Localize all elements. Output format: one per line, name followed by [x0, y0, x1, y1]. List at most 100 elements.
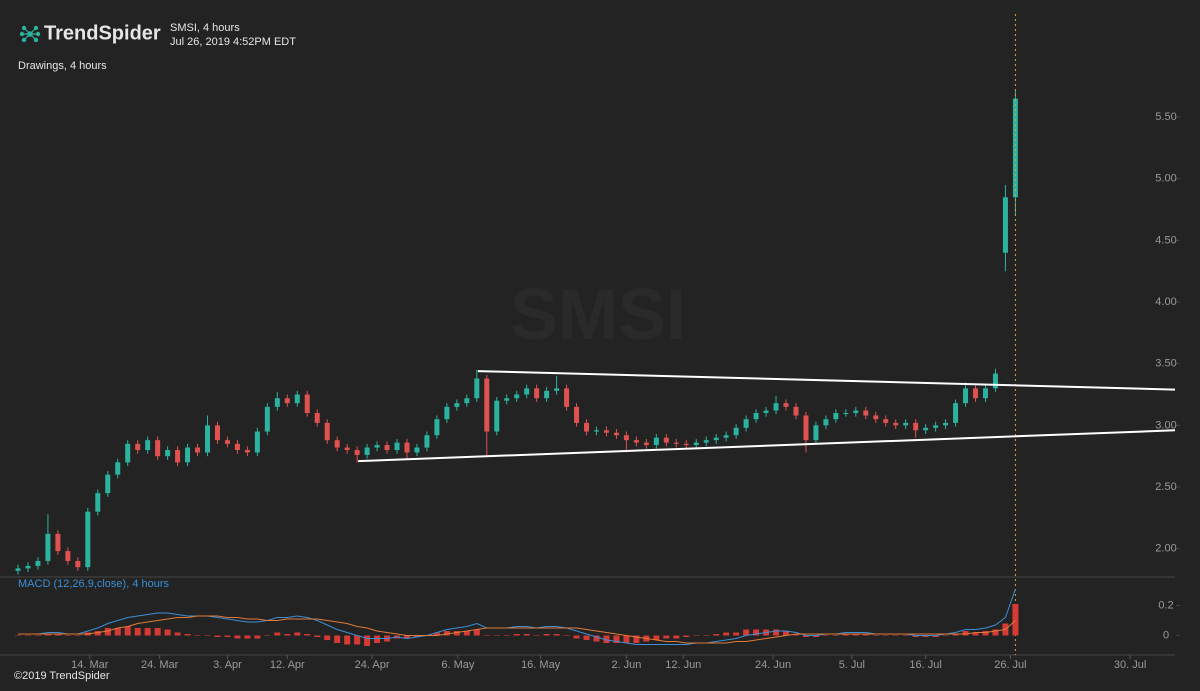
macd-histogram-bar — [623, 635, 630, 643]
macd-histogram-bar — [603, 635, 610, 643]
macd-histogram-bar — [902, 635, 909, 636]
candle-body — [524, 388, 530, 395]
candle-body — [903, 422, 909, 426]
macd-histogram-bar — [972, 632, 979, 636]
candle-body — [982, 388, 988, 399]
candle-body — [354, 450, 360, 455]
candle-body — [294, 394, 300, 404]
macd-histogram-bar — [413, 635, 420, 637]
candle-body — [673, 442, 679, 444]
chart-subtitle: Jul 26, 2019 4:52PM EDT — [170, 36, 296, 48]
candle-body — [155, 440, 161, 457]
macd-histogram-bar — [124, 626, 131, 636]
candle-body — [214, 425, 220, 441]
macd-histogram-bar — [304, 634, 311, 636]
macd-histogram-bar — [663, 635, 670, 639]
candle-body — [105, 474, 111, 494]
candle-body — [304, 394, 310, 414]
macd-histogram-bar — [174, 632, 181, 636]
macd-label: MACD (12,26,9,close), 4 hours — [18, 578, 170, 590]
candle-body — [653, 437, 659, 446]
candle-body — [1012, 98, 1018, 198]
candle-body — [65, 551, 71, 561]
y-tick-label: 5.00 — [1155, 173, 1176, 185]
x-tick-label: 12. Jun — [665, 659, 701, 671]
macd-histogram-bar — [743, 629, 750, 636]
candle-body — [933, 425, 939, 428]
candle-body — [594, 430, 599, 432]
x-tick-label: 3. Apr — [213, 659, 242, 671]
macd-histogram-bar — [773, 629, 780, 636]
macd-histogram-bar — [583, 635, 590, 640]
candle-body — [504, 398, 510, 401]
logo-icon — [19, 25, 41, 43]
x-tick-label: 16. May — [521, 659, 561, 671]
macd-histogram-bar — [274, 632, 281, 636]
trendline — [477, 370, 1176, 391]
macd-histogram-bar — [982, 631, 989, 636]
candle-body — [344, 447, 350, 451]
copyright: ©2019 TrendSpider — [14, 670, 110, 682]
macd-histogram-bar — [453, 631, 460, 636]
candle-body — [364, 447, 370, 455]
macd-histogram-bar — [822, 635, 829, 636]
macd-histogram-bar — [882, 635, 889, 636]
signal-line — [18, 615, 1016, 644]
candle-body — [1002, 197, 1008, 253]
candle-body — [893, 422, 899, 426]
macd-tick-label: 0 — [1163, 629, 1169, 641]
macd-histogram-bar — [563, 635, 570, 636]
candle-body — [394, 442, 400, 451]
macd-histogram-bar — [992, 629, 999, 636]
macd-histogram-bar — [324, 635, 331, 640]
x-tick-label: 24. Mar — [141, 659, 179, 671]
macd-histogram-bar — [334, 635, 341, 643]
macd-histogram-bar — [344, 635, 351, 645]
candle-body — [175, 450, 181, 463]
candle-body — [992, 373, 998, 389]
candle-body — [773, 403, 779, 411]
macd-histogram-bar — [832, 635, 839, 636]
candle-body — [185, 447, 191, 463]
candle-body — [85, 511, 91, 568]
candle-body — [434, 419, 440, 436]
y-tick-label: 3.00 — [1155, 419, 1176, 431]
macd-histogram-bar — [553, 634, 560, 636]
candle-body — [833, 413, 839, 420]
candle-body — [783, 403, 789, 407]
macd-histogram-bar — [94, 631, 101, 636]
candle-body — [244, 450, 250, 453]
candle-body — [803, 415, 809, 441]
candle-body — [823, 419, 829, 426]
macd-histogram-bar — [24, 635, 31, 636]
macd-histogram-bar — [184, 634, 191, 636]
candle-body — [384, 445, 390, 451]
macd-histogram-bar — [862, 634, 869, 636]
macd-histogram-bar — [683, 635, 690, 637]
y-tick-label: 2.50 — [1155, 481, 1176, 493]
candle-body — [264, 406, 270, 432]
candle-body — [633, 440, 639, 443]
macd-histogram-bar — [673, 635, 680, 639]
macd-histogram-bar — [783, 631, 790, 636]
macd-histogram-bar — [802, 635, 809, 637]
candle-body — [723, 435, 729, 438]
macd-histogram-bar — [104, 628, 111, 636]
macd-histogram-bar — [792, 634, 799, 636]
macd-histogram-bar — [503, 635, 510, 636]
candle-body — [514, 394, 520, 399]
macd-histogram-bar — [912, 635, 919, 637]
candle-body — [224, 440, 230, 444]
candle-body — [973, 388, 979, 399]
macd-histogram-bar — [54, 634, 61, 636]
macd-histogram-bar — [284, 634, 291, 636]
candle-body — [454, 403, 460, 407]
macd-histogram-bar — [693, 635, 700, 636]
macd-histogram-bar — [463, 631, 470, 636]
macd-histogram-bar — [44, 634, 51, 636]
candle-body — [75, 560, 81, 568]
watermark: SMSI — [510, 275, 686, 355]
candle-body — [484, 378, 490, 432]
macd-tick-label: 0.2 — [1158, 599, 1173, 611]
